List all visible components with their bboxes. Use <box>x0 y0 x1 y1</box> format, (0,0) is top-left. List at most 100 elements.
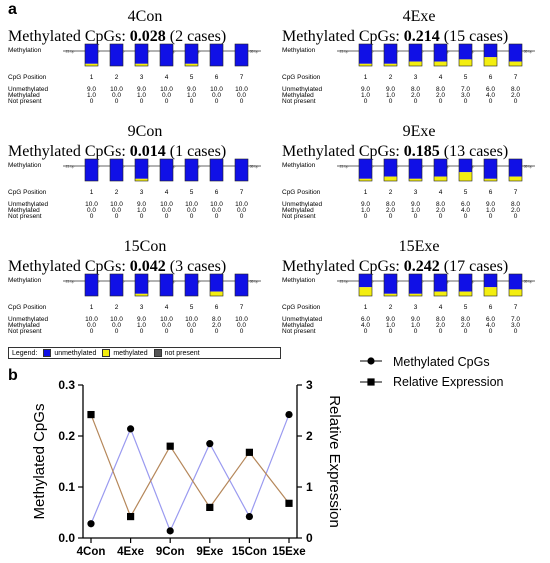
row-label-not-present: Not present <box>8 213 42 220</box>
not-present-count: 0 <box>414 213 418 220</box>
cpg-bar-unmethylated <box>359 44 372 64</box>
legend-item-not-present: not present <box>153 349 200 357</box>
unmethylated-count: 6.0 <box>361 316 370 323</box>
cpg-bar-frame <box>209 158 224 182</box>
cpg-position: 6 <box>489 74 493 81</box>
cpg-position: 7 <box>240 74 244 81</box>
not-present-count: 0 <box>514 328 518 335</box>
methylated-count: 0.0 <box>237 207 246 214</box>
cpg-bar-unmethylated <box>434 159 447 177</box>
y-axis-title-left: Methylated CpGs <box>31 404 48 520</box>
cpg-position: 1 <box>364 189 368 196</box>
cpg-bar-unmethylated <box>235 274 248 296</box>
methylated-count: 0.0 <box>87 322 96 329</box>
cpg-position: 6 <box>215 189 219 196</box>
methylated-count: 1.0 <box>361 207 370 214</box>
methylated-count: 2.0 <box>511 207 520 214</box>
chart-legend: Methylated CpGs Relative Expression <box>360 355 504 389</box>
methylated-cpgs-label: Methylated CpGs: 0.042 (3 cases) <box>8 258 226 275</box>
series-line-methylated-cpgs <box>90 414 290 533</box>
cpg-bar-unmethylated <box>185 274 198 296</box>
y-tick-label-left: 0.3 <box>58 378 75 392</box>
cpg-bar-frame <box>84 158 99 182</box>
cpg-position: 5 <box>464 74 468 81</box>
unmethylated-count: 8.0 <box>436 201 445 208</box>
unmethylated-count: 8.0 <box>212 316 221 323</box>
cpg-position: 7 <box>514 74 518 81</box>
methylated-cpgs-label: Methylated CpGs: 0.242 (17 cases) <box>282 258 508 275</box>
methylated-count: 4.0 <box>486 92 495 99</box>
unmethylated-count: 8.0 <box>436 86 445 93</box>
cpg-bar-methylated <box>185 63 198 66</box>
cpg-position: 7 <box>514 304 518 311</box>
cpg-bar-methylated <box>509 61 522 66</box>
methylated-count: 1.0 <box>486 207 495 214</box>
legend-item-methylated: methylated <box>102 349 148 357</box>
methylated-count: 0.0 <box>187 322 196 329</box>
row-label-methylation: Methylation <box>282 277 316 284</box>
methylated-count: 1.0 <box>386 322 395 329</box>
row-label-cpg-position: CpG Position <box>282 189 321 196</box>
unmethylated-count: 8.0 <box>411 86 420 93</box>
x-tick-label: 15Con <box>232 546 267 558</box>
row-label-unmethylated: Unmethylated <box>8 201 48 208</box>
unmethylated-count: 10.0 <box>85 201 98 208</box>
cpg-position: 1 <box>364 74 368 81</box>
cpg-bar-frame <box>184 43 199 67</box>
row-label-cpg-position: CpG Position <box>282 74 321 81</box>
gap-label: 21 bp <box>66 165 75 169</box>
methylated-count: 4.0 <box>461 207 470 214</box>
cpg-bar-frame <box>234 43 249 67</box>
cpg-bar-methylated <box>434 291 447 296</box>
cpg-bar-frame <box>159 273 174 297</box>
row-label-not-present: Not present <box>282 328 316 335</box>
not-present-count: 0 <box>439 213 443 220</box>
x-tick-label: 9Con <box>156 546 185 558</box>
cpg-position: 4 <box>165 189 169 196</box>
sample-title: 9Exe <box>403 123 436 140</box>
data-point-relative-expression <box>87 410 95 419</box>
x-tick-label: 9Exe <box>196 546 223 558</box>
cpg-position: 6 <box>489 304 493 311</box>
cpg-bar-unmethylated <box>459 44 472 60</box>
row-label-methylated: Methylated <box>282 92 314 99</box>
unmethylated-count: 9.0 <box>411 316 420 323</box>
not-present-count: 0 <box>90 213 94 220</box>
not-present-count: 0 <box>489 213 493 220</box>
cpg-bar-unmethylated <box>434 44 447 62</box>
cpg-position: 1 <box>90 304 94 311</box>
cpg-bar-frame <box>433 273 448 297</box>
cpg-bar-unmethylated <box>235 44 248 66</box>
cpg-bar-unmethylated <box>135 44 148 64</box>
not-present-count: 0 <box>190 98 194 105</box>
panel-a-legend: Legend: unmethylated methylated not pres… <box>8 347 281 359</box>
cpg-bar-frame <box>383 158 398 182</box>
cpg-bar-unmethylated <box>409 159 422 179</box>
unmethylated-count: 9.0 <box>137 201 146 208</box>
unmethylated-count: 8.0 <box>511 201 520 208</box>
unmethylated-count: 9.0 <box>87 86 96 93</box>
not-present-count: 0 <box>140 213 144 220</box>
cpg-bar-unmethylated <box>484 274 497 288</box>
cpg-bar-unmethylated <box>409 44 422 62</box>
cpg-bar-methylated <box>509 289 522 296</box>
row-label-cpg-position: CpG Position <box>8 74 47 81</box>
sample-title: 4Con <box>128 8 163 25</box>
methylated-count: 0.0 <box>87 207 96 214</box>
legend-item-unmethylated: unmethylated <box>43 349 96 357</box>
cpg-bar-methylated <box>409 61 422 66</box>
not-present-count: 0 <box>389 98 393 105</box>
unmethylated-count: 10.0 <box>185 316 198 323</box>
unmethylated-count: 8.0 <box>511 86 520 93</box>
not-present-count: 0 <box>240 213 244 220</box>
cpg-bar-unmethylated <box>434 274 447 292</box>
unmethylated-count: 10.0 <box>210 201 223 208</box>
y-tick-label-left: 0.0 <box>58 531 75 545</box>
cpg-bar-frame <box>209 273 224 297</box>
cpg-bar-methylated <box>384 63 397 66</box>
cpg-bar-methylated <box>459 59 472 66</box>
cpg-position: 4 <box>165 74 169 81</box>
unmethylated-swatch <box>43 349 52 357</box>
methylated-count: 0.0 <box>162 322 171 329</box>
not-present-count: 0 <box>489 328 493 335</box>
